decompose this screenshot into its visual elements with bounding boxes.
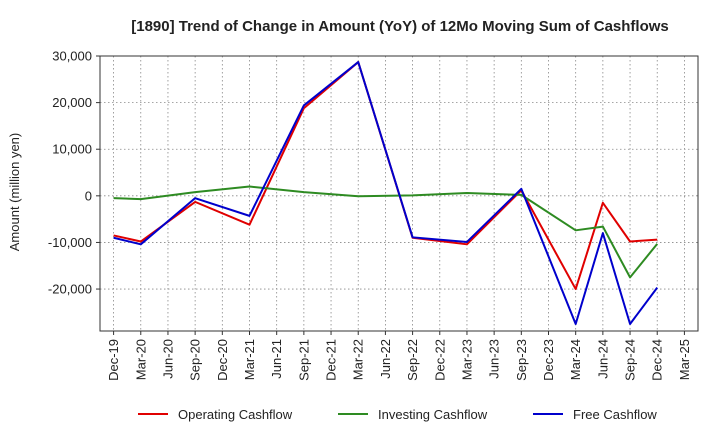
- legend-item-free-cashflow: Free Cashflow: [533, 407, 657, 422]
- x-tick-label: Sep-20: [188, 339, 203, 381]
- y-tick-label: -20,000: [48, 282, 92, 297]
- x-tick-label: Dec-20: [215, 339, 230, 381]
- y-axis-label: Amount (million yen): [7, 133, 22, 252]
- x-tick-label: Dec-23: [541, 339, 556, 381]
- x-tick-label: Dec-21: [324, 339, 339, 381]
- x-tick-label: Mar-22: [351, 339, 366, 380]
- x-axis-ticks: Dec-19 Mar-20 Jun-20 Sep-20 Dec-20 Mar-21 Jun-…: [106, 331, 692, 381]
- free-cashflow-line: [113, 61, 659, 326]
- legend-label: Free Cashflow: [573, 407, 657, 422]
- x-tick-label: Dec-22: [432, 339, 447, 381]
- x-tick-label: Sep-22: [405, 339, 420, 381]
- legend-item-investing-cashflow: Investing Cashflow: [338, 407, 488, 422]
- investing-cashflow-line: [113, 185, 659, 279]
- x-tick-label: Mar-25: [677, 339, 692, 380]
- y-tick-label: 10,000: [52, 142, 92, 157]
- y-tick-label: 0: [85, 188, 92, 203]
- y-axis-ticks: -20,000 -10,000 0 10,000 20,000 30,000: [48, 49, 100, 297]
- x-tick-label: Jun-23: [487, 339, 502, 379]
- x-tick-label: Dec-24: [650, 339, 665, 381]
- x-tick-label: Mar-24: [568, 339, 583, 380]
- legend: Operating Cashflow Investing Cashflow Free…: [138, 407, 657, 422]
- x-tick-label: Mar-21: [242, 339, 257, 380]
- plot-frame: [99, 55, 699, 332]
- legend-item-operating-cashflow: Operating Cashflow: [138, 407, 293, 422]
- x-tick-label: Jun-22: [378, 339, 393, 379]
- x-tick-label: Sep-24: [623, 339, 638, 381]
- series-layer: [113, 61, 659, 326]
- x-tick-label: Mar-20: [133, 339, 148, 380]
- x-tick-label: Jun-24: [595, 339, 610, 379]
- x-tick-label: Jun-20: [160, 339, 175, 379]
- x-tick-label: Dec-19: [106, 339, 121, 381]
- x-tick-label: Mar-23: [459, 339, 474, 380]
- legend-label: Operating Cashflow: [178, 407, 293, 422]
- legend-label: Investing Cashflow: [378, 407, 488, 422]
- chart-title: [1890] Trend of Change in Amount (YoY) o…: [131, 18, 669, 35]
- y-tick-label: 30,000: [52, 49, 92, 64]
- y-tick-label: -10,000: [48, 235, 92, 250]
- x-tick-label: Sep-23: [514, 339, 529, 381]
- y-tick-label: 20,000: [52, 95, 92, 110]
- x-tick-label: Jun-21: [269, 339, 284, 379]
- x-tick-label: Sep-21: [296, 339, 311, 381]
